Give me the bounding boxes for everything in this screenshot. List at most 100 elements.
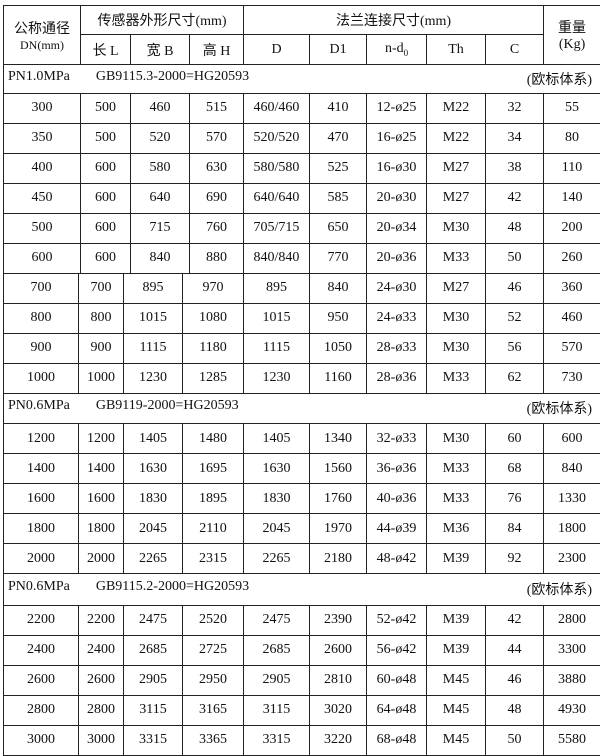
cell-c: 46 bbox=[485, 665, 544, 696]
cell-n-d0: 16-ø25 bbox=[366, 123, 427, 154]
cell-d: 2685 bbox=[243, 635, 310, 666]
cell-dn: 1200 bbox=[3, 423, 79, 454]
cell-d: 3115 bbox=[243, 695, 310, 726]
cell-weight: 570 bbox=[543, 333, 600, 364]
standard-system: (欧标体系) bbox=[526, 583, 593, 599]
cell-height: 970 bbox=[182, 273, 244, 304]
cell-th: M33 bbox=[426, 453, 486, 484]
cell-c: 42 bbox=[485, 183, 544, 214]
pressure-section-row: PN0.6MPa GB9119-2000=HG20593 (欧标体系) bbox=[3, 393, 600, 424]
cell-c: 34 bbox=[485, 123, 544, 154]
table-block: PN0.6MPa GB9119-2000=HG20593 (欧标体系) 1200 120… bbox=[3, 393, 600, 574]
cell-n-d0: 60-ø48 bbox=[366, 665, 427, 696]
cell-height: 1180 bbox=[182, 333, 244, 364]
cell-th: M30 bbox=[426, 303, 486, 334]
cell-th: M30 bbox=[426, 213, 486, 244]
cell-n-d0: 40-ø36 bbox=[366, 483, 427, 514]
flange-standard: GB9115.2-2000=HG20593 bbox=[95, 579, 250, 595]
cell-height: 1895 bbox=[182, 483, 244, 514]
cell-width: 1630 bbox=[123, 453, 183, 484]
cell-d1: 1560 bbox=[309, 453, 367, 484]
cell-d1: 1340 bbox=[309, 423, 367, 454]
cell-dn: 2600 bbox=[3, 665, 79, 696]
cell-weight: 600 bbox=[543, 423, 600, 454]
pressure-rating: PN0.6MPa bbox=[8, 579, 70, 595]
cell-th: M30 bbox=[426, 423, 486, 454]
cell-d1: 770 bbox=[309, 243, 367, 274]
table-row: 1800 1800 2045 2110 2045 1970 44-ø39 M36 84 1800 bbox=[3, 513, 600, 544]
col-length: 长 L bbox=[80, 34, 131, 65]
weight-header: 重量 (Kg) bbox=[543, 5, 600, 65]
cell-dn: 1000 bbox=[3, 363, 79, 394]
cell-c: 50 bbox=[485, 725, 544, 756]
cell-length: 2200 bbox=[78, 605, 124, 636]
cell-n-d0: 16-ø30 bbox=[366, 153, 427, 184]
cell-width: 520 bbox=[130, 123, 190, 154]
cell-th: M33 bbox=[426, 243, 486, 274]
pressure-rating: PN0.6MPa bbox=[8, 398, 70, 414]
section-title: PN1.0MPa GB9115.3-2000=HG20593 (欧标体系) bbox=[2, 65, 600, 94]
table-row: 1400 1400 1630 1695 1630 1560 36-ø36 M33 68 840 bbox=[3, 453, 600, 484]
cell-th: M33 bbox=[426, 363, 486, 394]
cell-c: 76 bbox=[485, 483, 544, 514]
cell-c: 48 bbox=[485, 695, 544, 726]
pressure-rating: PN1.0MPa bbox=[8, 68, 70, 84]
cell-d: 1115 bbox=[243, 333, 310, 364]
cell-dn: 2800 bbox=[3, 695, 79, 726]
cell-weight: 55 bbox=[542, 93, 600, 124]
cell-n-d0: 48-ø42 bbox=[366, 543, 427, 574]
cell-d: 1630 bbox=[243, 453, 310, 484]
table-row: 600 600 840 880 840/840 770 20-ø36 M33 50 260 bbox=[3, 243, 600, 274]
dn-header: 公称通径 DN(mm) bbox=[3, 5, 81, 65]
cell-d1: 470 bbox=[309, 123, 367, 154]
cell-d: 705/715 bbox=[243, 213, 310, 244]
col-height: 高 H bbox=[188, 34, 245, 65]
table-header: 公称通径 DN(mm) 传感器外形尺寸(mm) 法兰连接尺寸(mm) 重量 (K… bbox=[3, 5, 600, 65]
cell-d1: 1970 bbox=[309, 513, 367, 544]
cell-d: 2475 bbox=[243, 605, 310, 636]
cell-width: 1830 bbox=[123, 483, 183, 514]
cell-dn: 800 bbox=[3, 303, 79, 334]
cell-dn: 1800 bbox=[3, 513, 79, 544]
col-d: D bbox=[243, 34, 311, 65]
spec-table: 公称通径 DN(mm) 传感器外形尺寸(mm) 法兰连接尺寸(mm) 重量 (K… bbox=[2, 5, 600, 756]
standard-system: (欧标体系) bbox=[526, 402, 592, 418]
cell-d: 2265 bbox=[243, 543, 310, 574]
cell-weight: 140 bbox=[542, 183, 600, 214]
cell-height: 2315 bbox=[182, 543, 244, 574]
cell-length: 3000 bbox=[78, 725, 124, 756]
dn-label: 公称通径 bbox=[14, 21, 70, 37]
cell-height: 570 bbox=[189, 123, 244, 154]
cell-height: 2725 bbox=[182, 635, 244, 666]
table-row: 800 800 1015 1080 1015 950 24-ø33 M30 52 460 bbox=[3, 303, 600, 334]
cell-d: 1015 bbox=[243, 303, 310, 334]
cell-d: 1830 bbox=[243, 483, 310, 514]
cell-d1: 1160 bbox=[309, 363, 367, 394]
cell-th: M39 bbox=[426, 605, 486, 636]
cell-height: 2520 bbox=[182, 605, 244, 636]
cell-n-d0: 64-ø48 bbox=[366, 695, 427, 726]
weight-unit: (Kg) bbox=[558, 37, 586, 52]
cell-dn: 1600 bbox=[3, 483, 79, 514]
cell-c: 50 bbox=[485, 243, 544, 274]
cell-height: 690 bbox=[189, 183, 244, 214]
cell-d1: 2600 bbox=[309, 635, 367, 666]
cell-n-d0: 24-ø30 bbox=[366, 273, 427, 304]
cell-dn: 450 bbox=[3, 183, 81, 214]
cell-c: 44 bbox=[485, 635, 544, 666]
cell-n-d0: 20-ø36 bbox=[366, 243, 427, 274]
table-row: 900 900 1115 1180 1115 1050 28-ø33 M30 56 570 bbox=[3, 333, 600, 364]
table-row: 1200 1200 1405 1480 1405 1340 32-ø33 M30 60 600 bbox=[3, 423, 600, 454]
cell-weight: 110 bbox=[542, 153, 600, 184]
cell-width: 1015 bbox=[123, 303, 183, 334]
cell-d: 1230 bbox=[243, 363, 310, 394]
cell-d1: 650 bbox=[309, 213, 367, 244]
cell-width: 2045 bbox=[123, 513, 183, 544]
cell-weight: 80 bbox=[542, 123, 600, 154]
cell-th: M45 bbox=[426, 725, 486, 756]
weight-label: 重量 bbox=[558, 21, 587, 36]
col-th: Th bbox=[426, 34, 487, 65]
cell-d: 580/580 bbox=[243, 153, 310, 184]
cell-c: 92 bbox=[485, 543, 544, 574]
cell-dn: 700 bbox=[3, 273, 79, 304]
